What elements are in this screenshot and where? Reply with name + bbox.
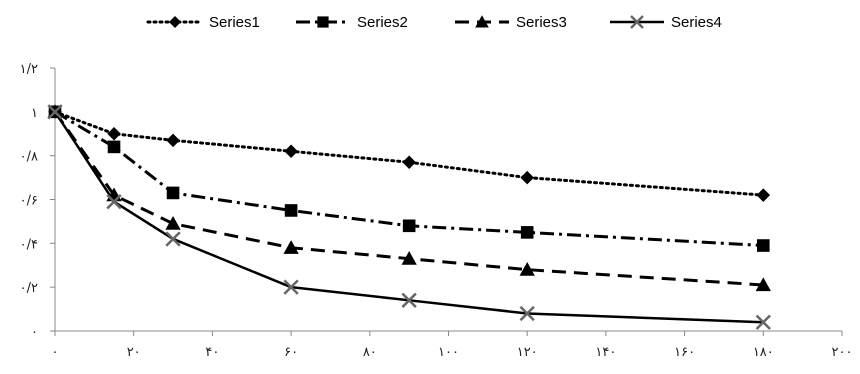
x-tick-label: ١٠٠ xyxy=(438,345,459,360)
data-point xyxy=(166,133,180,148)
y-tick-label: ٠ xyxy=(31,325,38,340)
legend: Series1 Series2 Series3 Series4 xyxy=(146,14,722,31)
series-4 xyxy=(47,104,771,330)
legend-label: Series2 xyxy=(357,14,408,31)
y-tick-labels: ٠ ٠/٢ ٠/۴ ٠/۶ ٠/٨ ١ ١/٢ xyxy=(20,62,38,340)
legend-label: Series1 xyxy=(209,14,260,31)
data-point xyxy=(755,277,771,292)
x-tick-label: ٢٠ xyxy=(127,345,141,360)
x-tick-label: ٨٠ xyxy=(363,345,377,360)
data-point xyxy=(520,170,534,185)
series-3 xyxy=(47,104,771,292)
data-point xyxy=(284,204,298,217)
data-point xyxy=(402,155,416,169)
legend-label: Series4 xyxy=(671,14,722,31)
y-tick-label: ٠/٢ xyxy=(20,281,38,296)
data-point xyxy=(283,240,299,254)
data-point xyxy=(757,239,770,252)
x-tick-label: ۴٠ xyxy=(205,345,219,360)
legend-marker xyxy=(317,16,329,28)
x-tick-labels: ٠ ٢٠ ۴٠ ۶٠ ٨٠ ١٠٠ ١٢٠ ١۴٠ ١۶٠ ١٨٠ ٢٠٠ xyxy=(52,345,853,360)
data-point xyxy=(401,292,417,308)
legend-marker xyxy=(630,15,644,29)
x-tick-label: ١٢٠ xyxy=(517,345,538,360)
legend-marker xyxy=(475,15,489,28)
x-tick-label: ٢٠٠ xyxy=(832,345,853,360)
data-point xyxy=(107,140,121,154)
x-tick-label: ١۶٠ xyxy=(674,345,695,360)
data-point xyxy=(106,194,122,210)
data-point xyxy=(165,231,181,247)
legend-label: Series3 xyxy=(516,14,567,31)
x-tick-label: ١٨٠ xyxy=(753,345,774,360)
data-point xyxy=(402,219,416,233)
x-tick-label: ٠ xyxy=(52,345,59,360)
y-tick-label: ٠/٨ xyxy=(20,150,38,165)
legend-marker xyxy=(169,16,181,28)
data-point xyxy=(284,144,298,159)
x-tick-label: ۶٠ xyxy=(284,345,298,360)
data-point xyxy=(520,226,534,239)
data-point xyxy=(166,186,180,200)
data-point xyxy=(165,215,181,230)
data-point xyxy=(755,314,771,330)
data-point xyxy=(756,188,771,202)
legend-item-3: Series3 xyxy=(455,14,567,31)
x-tick-label: ١۴٠ xyxy=(595,345,616,360)
data-point xyxy=(519,261,535,276)
legend-item-2: Series2 xyxy=(296,14,408,31)
data-point xyxy=(283,279,299,295)
axes xyxy=(50,67,843,336)
y-tick-label: ١/٢ xyxy=(20,62,38,77)
series-1 xyxy=(48,105,771,202)
legend-item-1: Series1 xyxy=(146,14,260,31)
data-point xyxy=(519,305,535,322)
legend-item-4: Series4 xyxy=(610,14,722,31)
y-tick-label: ٠/۴ xyxy=(20,237,38,252)
data-point xyxy=(47,104,63,120)
series-group xyxy=(47,104,771,330)
data-point xyxy=(107,127,121,141)
y-tick-label: ٠/۶ xyxy=(20,194,38,209)
y-tick-label: ١ xyxy=(31,106,38,121)
data-point xyxy=(401,251,417,265)
